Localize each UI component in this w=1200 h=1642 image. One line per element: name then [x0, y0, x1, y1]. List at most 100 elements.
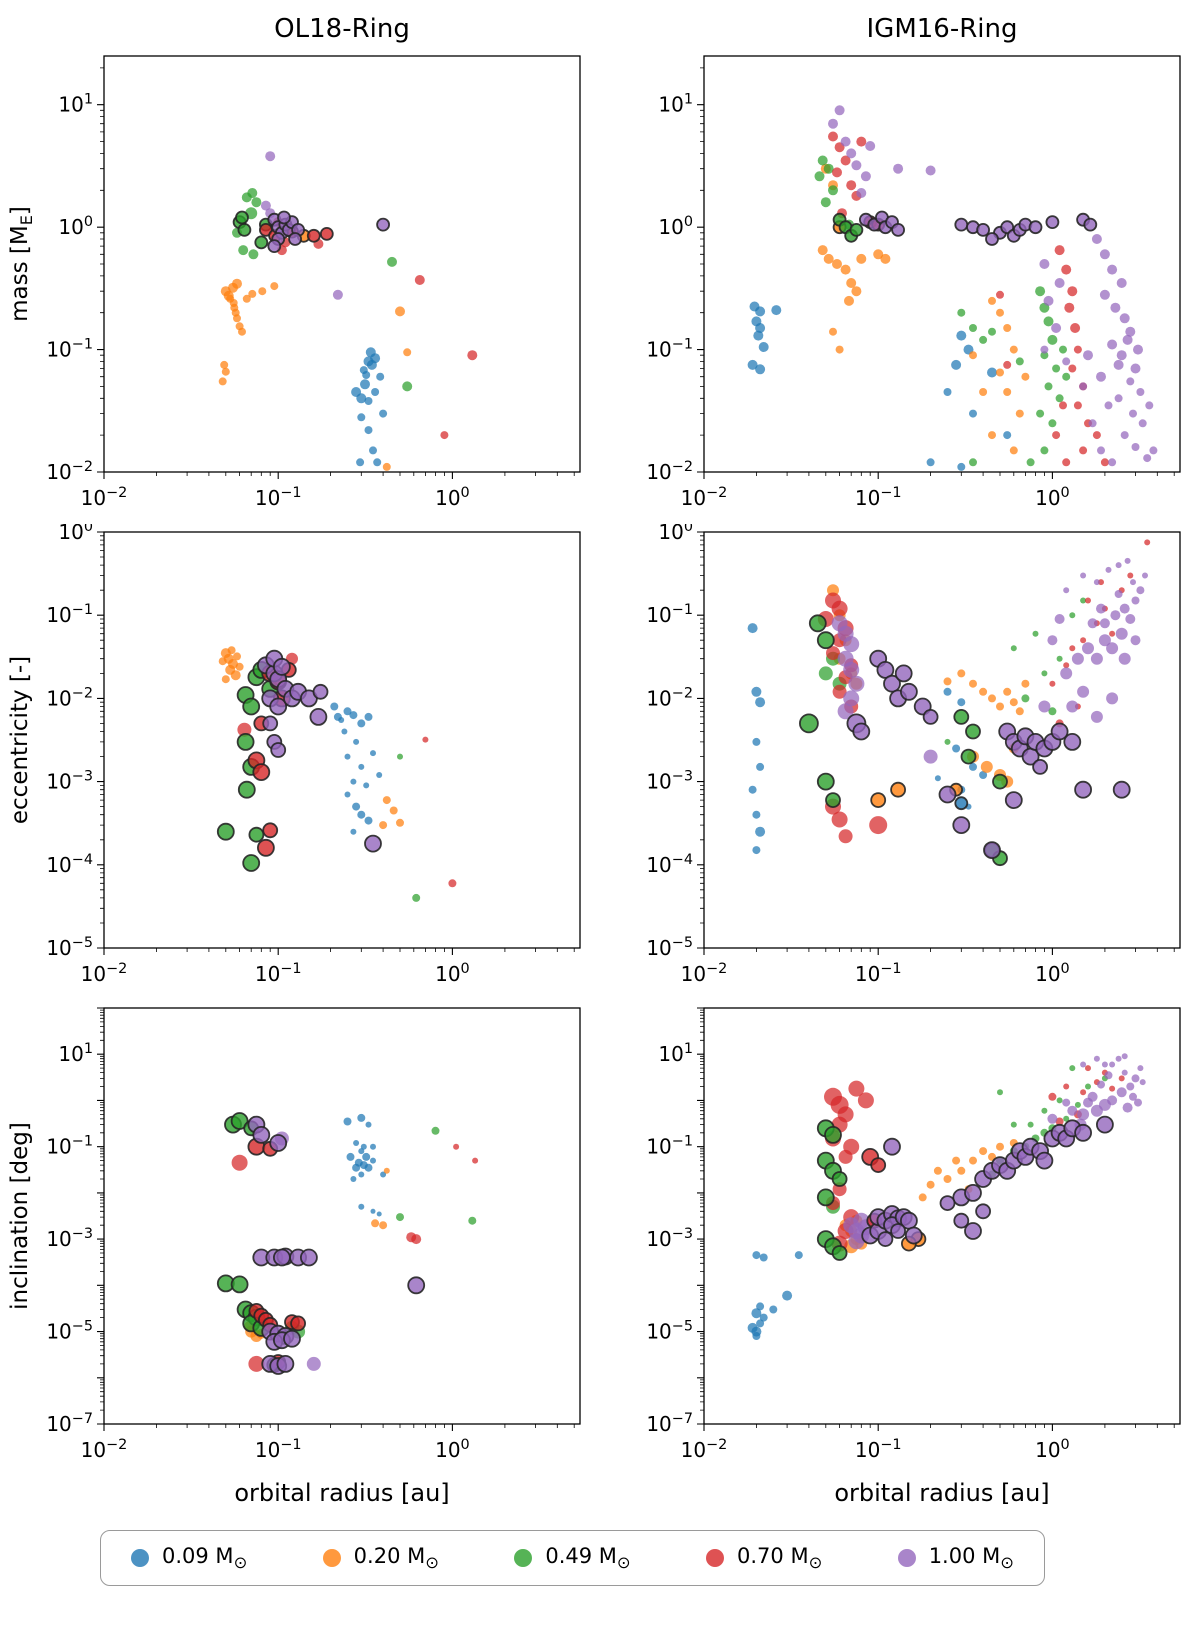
- scatter-point: [238, 245, 249, 256]
- scatter-point: [1107, 264, 1118, 275]
- scatter-point: [1074, 1123, 1093, 1142]
- legend-item: 1.00 M⊙: [897, 1543, 1014, 1573]
- scatter-point: [1047, 334, 1058, 345]
- scatter-point: [877, 1231, 894, 1248]
- scatter-point: [369, 446, 377, 455]
- scatter-point: [1136, 388, 1145, 396]
- scatter-point: [364, 816, 373, 825]
- scatter-point: [358, 1148, 365, 1155]
- scatter-point: [357, 810, 366, 819]
- scatter-point: [216, 822, 235, 841]
- scatter-point: [248, 289, 257, 298]
- scatter-point: [283, 1329, 301, 1348]
- scatter-point: [235, 210, 249, 225]
- scatter-point: [1139, 1079, 1146, 1086]
- scatter-point: [1144, 539, 1151, 546]
- scatter-point: [751, 686, 762, 697]
- scatter-point: [1107, 1095, 1118, 1106]
- tick-label: 10−5: [46, 935, 93, 960]
- scatter-point: [1003, 388, 1012, 396]
- legend-marker-dot: [131, 1549, 149, 1567]
- scatter-point: [964, 1222, 982, 1240]
- scatter-point: [1121, 1053, 1128, 1060]
- scatter-point: [832, 167, 842, 178]
- scatter-point: [832, 684, 847, 699]
- tick-label: 10−1: [255, 1437, 302, 1462]
- scatter-point: [1096, 371, 1106, 382]
- scatter-point: [363, 782, 370, 789]
- scatter-point: [1080, 1061, 1087, 1068]
- scatter-point: [1125, 614, 1136, 624]
- scatter-point: [843, 690, 860, 707]
- column-titles-row: OL18-Ring IGM16-Ring: [0, 8, 1200, 48]
- legend-item: 0.20 M⊙: [322, 1544, 439, 1572]
- scatter-point: [840, 155, 851, 166]
- x-axis-label-right: orbital radius [au]: [834, 1479, 1050, 1507]
- scatter-point: [969, 1156, 977, 1165]
- scatter-point: [926, 458, 935, 467]
- scatter-point: [856, 136, 867, 147]
- scatter-point: [1080, 572, 1087, 579]
- scatter-point: [1116, 1087, 1127, 1098]
- scatter-point: [231, 1154, 248, 1171]
- scatter-point: [952, 744, 961, 753]
- scatter-point: [834, 105, 845, 116]
- scatter-point: [364, 834, 382, 853]
- scatter-point: [1045, 215, 1060, 230]
- scatter-point: [944, 738, 951, 745]
- panel-igm16-ecc: 10−2 10−1 100 10−5 10−4 10−3 10−2 10−1 100: [646, 524, 1181, 986]
- scatter-point: [987, 367, 997, 378]
- scatter-point: [1063, 587, 1070, 594]
- panel-ol18-ecc: 10−2 10−1 100 10−5 10−4 10−3 10−2 10−1 100 eccent…: [7, 524, 581, 986]
- scatter-point: [816, 1188, 835, 1207]
- scatter-point: [1126, 377, 1135, 386]
- scatter-point: [396, 1213, 404, 1222]
- scatter-point: [1090, 710, 1103, 723]
- y-axis-label: mass [ME]: [7, 206, 36, 322]
- scatter-point: [362, 371, 371, 379]
- scatter-point: [829, 327, 837, 336]
- scatter-point: [751, 1308, 762, 1319]
- panel-ol18-inc: 10−2 10−1 100 10−7 10−5 10−3 10−1 101 inclinatio…: [7, 1007, 581, 1462]
- scatter-point: [242, 854, 261, 872]
- panel-ol18-mass: 10−2 10−1 100 10−2 10−1 100 101 mass [ME]: [7, 55, 581, 510]
- scatter-point: [1064, 302, 1075, 313]
- scatter-point: [1092, 431, 1101, 440]
- scatter-point: [823, 253, 834, 264]
- scatter-point: [1066, 700, 1079, 713]
- scatter-point: [769, 1305, 778, 1314]
- scatter-point: [904, 1226, 923, 1245]
- scatter-point: [988, 296, 996, 305]
- scatter-point: [1035, 1151, 1054, 1170]
- scatter-point: [1114, 394, 1123, 403]
- scatter-point: [1062, 1098, 1071, 1107]
- legend-label: 1.00 M⊙: [928, 1543, 1014, 1573]
- scatter-point: [248, 826, 265, 843]
- scatter-point: [272, 657, 291, 676]
- scatter-point: [1041, 670, 1048, 677]
- scatter-point: [382, 462, 391, 471]
- scatter-point: [1054, 245, 1065, 256]
- scatter-point: [997, 1089, 1003, 1096]
- scatter-point: [370, 750, 376, 757]
- scatter-point: [1083, 1097, 1093, 1108]
- scatter-point: [1035, 286, 1046, 297]
- scatter-point: [358, 763, 365, 770]
- tick-label: 10−2: [681, 1437, 728, 1462]
- scatter-point: [1120, 431, 1129, 440]
- scatter-point: [782, 1290, 793, 1301]
- scatter-point: [270, 742, 287, 758]
- scatter-point: [1062, 372, 1071, 381]
- scatter-point: [957, 308, 966, 317]
- scatter-point: [840, 264, 851, 275]
- scatter-point: [252, 763, 271, 782]
- scatter-point: [1050, 722, 1069, 741]
- scatter-point: [1110, 302, 1121, 313]
- scatter-point: [403, 348, 412, 357]
- scatter-point: [1080, 597, 1087, 604]
- tick-label: 10−1: [46, 602, 93, 627]
- tick-label: 10−1: [255, 961, 302, 986]
- scatter-point: [752, 846, 761, 855]
- tick-label: 10−3: [646, 1226, 693, 1251]
- scatter-point: [860, 171, 871, 182]
